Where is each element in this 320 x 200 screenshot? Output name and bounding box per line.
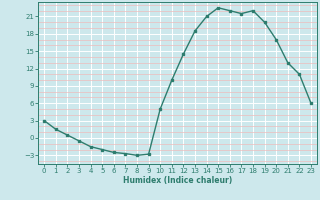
X-axis label: Humidex (Indice chaleur): Humidex (Indice chaleur) [123,176,232,185]
